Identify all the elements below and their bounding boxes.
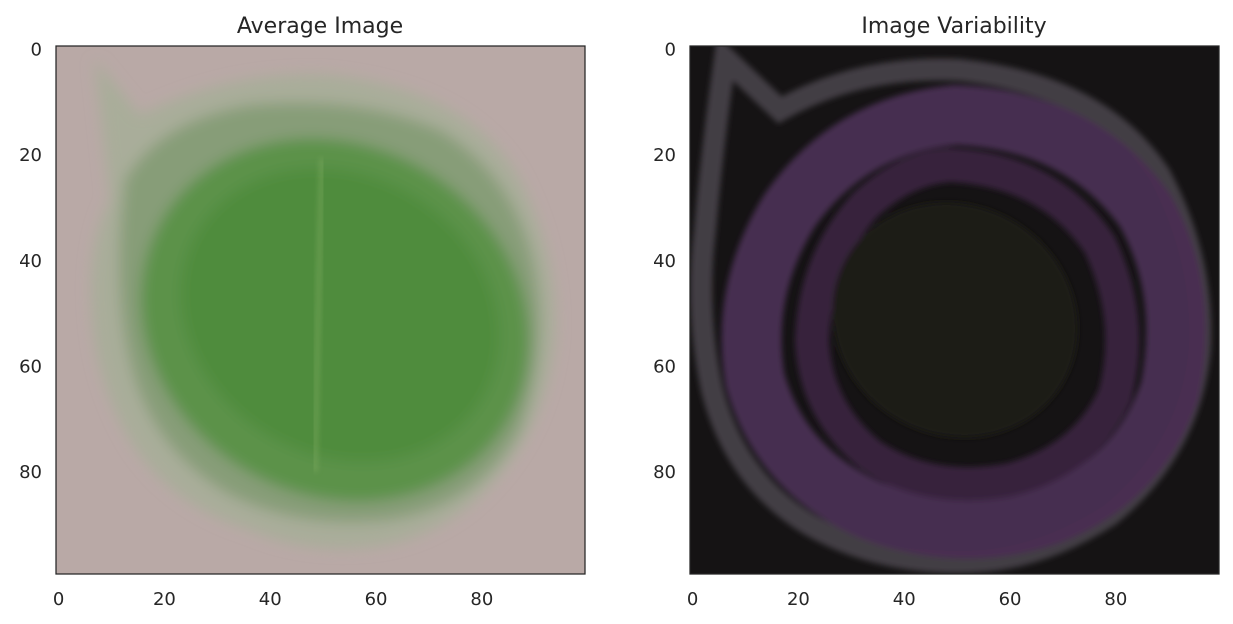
leaf-midrib bbox=[312, 157, 325, 473]
axes: 0 20 40 60 80 0 20 40 60 80 bbox=[653, 40, 1127, 610]
x-tick-label: 60 bbox=[365, 589, 388, 610]
panel-title: Average Image bbox=[237, 14, 403, 39]
y-tick-label: 80 bbox=[19, 462, 42, 483]
panel-title: Image Variability bbox=[861, 14, 1046, 39]
x-tick-label: 0 bbox=[687, 589, 698, 610]
x-tick-label: 20 bbox=[787, 589, 810, 610]
y-tick-label: 20 bbox=[19, 145, 42, 166]
x-tick-label: 20 bbox=[153, 589, 176, 610]
average-image-heatmap bbox=[56, 46, 585, 574]
x-tick-label: 0 bbox=[53, 589, 64, 610]
variability-ring bbox=[721, 84, 1207, 559]
x-tick-label: 60 bbox=[999, 589, 1022, 610]
y-tick-label: 40 bbox=[19, 251, 42, 272]
y-tick-label: 60 bbox=[653, 356, 676, 377]
variability-center bbox=[832, 202, 1078, 438]
image-variability-panel: Image Variability 0 20 40 60 80 0 20 40 60 80 bbox=[653, 14, 1220, 610]
x-tick-label: 40 bbox=[259, 589, 282, 610]
x-tick-label: 80 bbox=[1104, 589, 1127, 610]
y-tick-label: 80 bbox=[653, 462, 676, 483]
variability-inner-ring bbox=[794, 147, 1140, 502]
plot-frame bbox=[689, 45, 1220, 575]
plot-frame bbox=[55, 45, 586, 575]
image-variability-heatmap bbox=[690, 46, 1219, 574]
x-tick-label: 40 bbox=[893, 589, 916, 610]
y-tick-label: 60 bbox=[19, 356, 42, 377]
y-tick-label: 40 bbox=[653, 251, 676, 272]
average-image-panel: Average Image 0 20 40 60 80 0 20 40 60 80 bbox=[19, 14, 586, 610]
y-tick-label: 0 bbox=[31, 40, 42, 61]
y-tick-label: 0 bbox=[665, 40, 676, 61]
y-tick-label: 20 bbox=[653, 145, 676, 166]
leaf-core bbox=[180, 168, 500, 462]
axes: 0 20 40 60 80 0 20 40 60 80 bbox=[19, 40, 493, 610]
x-tick-label: 80 bbox=[470, 589, 493, 610]
